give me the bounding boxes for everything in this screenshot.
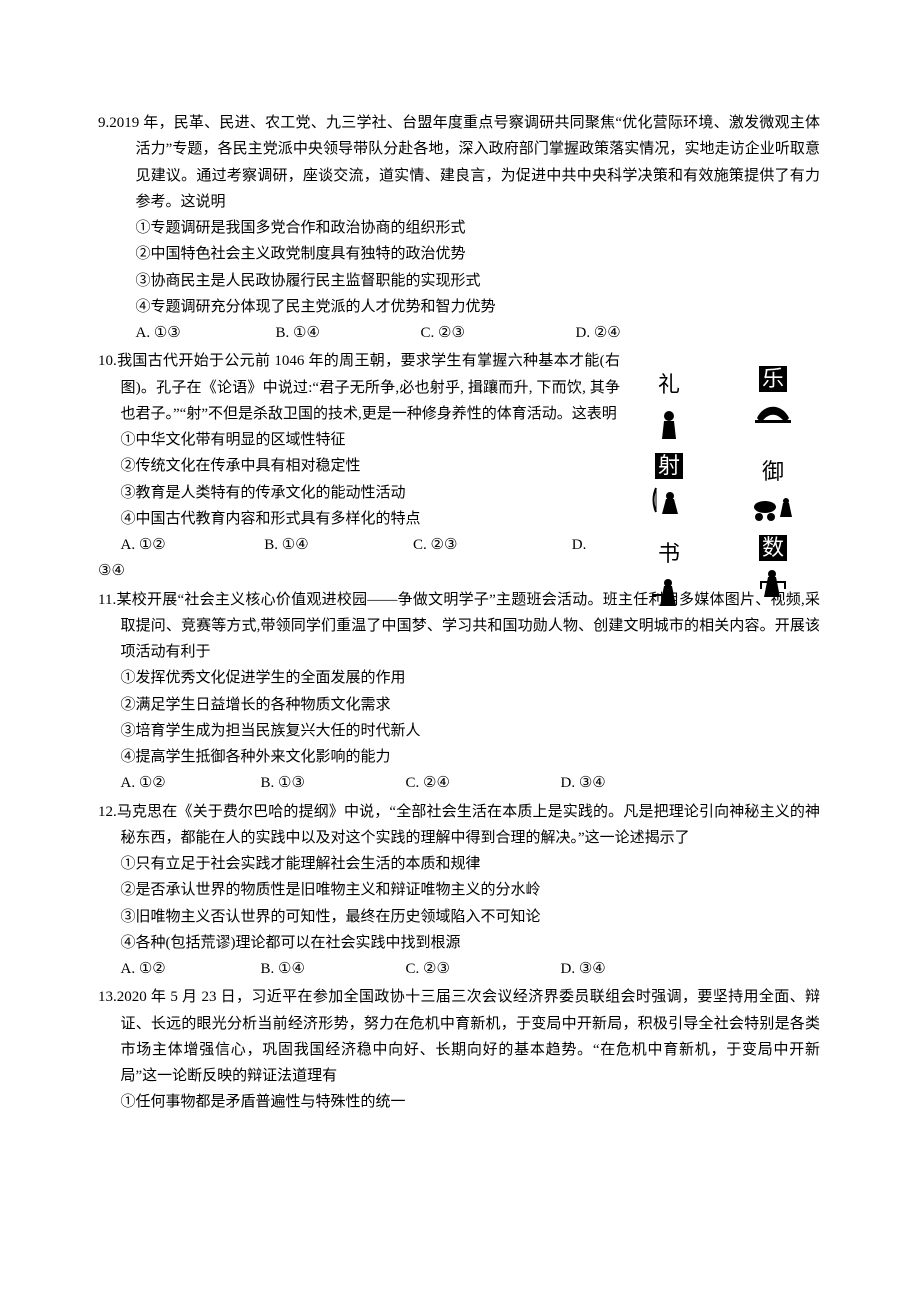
statement-3: ③教育是人类特有的传承文化的能动性活动 (98, 480, 620, 506)
figure-label: 礼 (639, 366, 699, 405)
statement-1: ①专题调研是我国多党合作和政治协商的组织形式 (98, 215, 820, 241)
option-d: D. ③④ (561, 956, 606, 982)
figure-icon (752, 398, 794, 428)
question-12: 12.马克思在《关于费尔巴哈的提纲》中说，“全部社会生活在本质上是实践的。凡是把… (98, 799, 820, 983)
option-b: B. ①④ (276, 320, 421, 346)
question-number: 13. (98, 989, 117, 1005)
question-10: 10.我国古代开始于公元前 1046 年的周王朝，要求学生有掌握六种基本才能(右… (98, 348, 820, 584)
statement-2: ②是否承认世界的物质性是旧唯物主义和辩证唯物主义的分水岭 (98, 877, 820, 903)
figure-cell-li: 礼 (639, 366, 699, 445)
option-c: C. ②③ (421, 320, 576, 346)
figure-cell-yue: 乐 (743, 366, 803, 429)
question-stem: 9.2019 年，民革、民进、农工党、九三学社、台盟年度重点号察调研共同聚焦“优… (98, 110, 820, 215)
statement-2: ②传统文化在传承中具有相对稳定性 (98, 453, 620, 479)
options-row: A. ①② B. ①③ C. ②④ D. ③④ (98, 770, 820, 796)
option-d: D. ②④ (576, 320, 621, 346)
figure-cell-shu2: 数 (743, 535, 803, 602)
figure-label: 御 (743, 453, 803, 492)
option-a: A. ①③ (136, 320, 276, 346)
statement-1: ①只有立足于社会实践才能理解社会生活的本质和规律 (98, 851, 820, 877)
option-d: D. (572, 537, 587, 553)
six-arts-figure: 礼 乐 射 御 书 数 (617, 366, 825, 620)
stem-text: 马克思在《关于费尔巴哈的提纲》中说，“全部社会生活在本质上是实践的。凡是把理论引… (117, 804, 820, 846)
options-row: A. ①② B. ①④ C. ②③ D. (98, 532, 620, 558)
option-a: A. ①② (121, 770, 261, 796)
figure-icon (750, 493, 796, 525)
statement-2: ②中国特色社会主义政党制度具有独特的政治优势 (98, 241, 820, 267)
option-b: B. ①③ (261, 770, 406, 796)
options-row: A. ①② B. ①④ C. ②③ D. ③④ (98, 956, 820, 982)
option-c: C. ②④ (406, 770, 561, 796)
figure-cell-shu: 书 (639, 535, 699, 612)
stem-text: 2019 年，民革、民进、农工党、九三学社、台盟年度重点号察调研共同聚焦“优化营… (109, 115, 820, 210)
statement-4: ④专题调研充分体现了民主党派的人才优势和智力优势 (98, 294, 820, 320)
figure-icon (654, 407, 684, 443)
question-stem: 13.2020 年 5 月 23 日，习近平在参加全国政协十三届三次会议经济界委… (98, 984, 820, 1089)
figure-label: 射 (655, 453, 683, 479)
statement-3: ③培育学生成为担当民族复兴大任的时代新人 (98, 718, 820, 744)
statement-4: ④各种(包括荒谬)理论都可以在社会实践中找到根源 (98, 930, 820, 956)
option-a: A. ①② (121, 956, 261, 982)
option-b: B. ①④ (261, 956, 406, 982)
figure-label: 书 (639, 535, 699, 574)
figure-icon (650, 576, 688, 610)
statement-3: ③旧唯物主义否认世界的可知性，最终在历史领域陷入不可知论 (98, 904, 820, 930)
option-b: B. ①④ (264, 532, 409, 558)
option-c: C. ②③ (406, 956, 561, 982)
statement-3: ③协商民主是人民政协履行民主监督职能的实现形式 (98, 268, 820, 294)
option-c: C. ②③ (413, 532, 568, 558)
statement-4: ④提高学生抵御各种外来文化影响的能力 (98, 744, 820, 770)
options-row: A. ①③ B. ①④ C. ②③ D. ②④ (98, 320, 820, 346)
question-number: 9. (98, 115, 109, 131)
question-number: 12. (98, 804, 117, 820)
figure-icon (648, 484, 690, 516)
stem-text: 2020 年 5 月 23 日，习近平在参加全国政协十三届三次会议经济界委员联组… (117, 989, 820, 1084)
figure-cell-yu: 御 (743, 453, 803, 528)
stem-text: 我国古代开始于公元前 1046 年的周王朝，要求学生有掌握六种基本才能(右图)。… (117, 353, 620, 422)
statement-4: ④中国古代教育内容和形式具有多样化的特点 (98, 506, 620, 532)
statement-2: ②满足学生日益增长的各种物质文化需求 (98, 692, 820, 718)
figure-label: 数 (759, 535, 787, 561)
statement-1: ①发挥优秀文化促进学生的全面发展的作用 (98, 665, 820, 691)
option-a: A. ①② (121, 532, 261, 558)
question-stem: 10.我国古代开始于公元前 1046 年的周王朝，要求学生有掌握六种基本才能(右… (98, 348, 620, 427)
figure-icon (754, 567, 792, 601)
question-number: 11. (98, 592, 116, 608)
question-13: 13.2020 年 5 月 23 日，习近平在参加全国政协十三届三次会议经济界委… (98, 984, 820, 1115)
question-9: 9.2019 年，民革、民进、农工党、九三学社、台盟年度重点号察调研共同聚焦“优… (98, 110, 820, 346)
question-stem: 12.马克思在《关于费尔巴哈的提纲》中说，“全部社会生活在本质上是实践的。凡是把… (98, 799, 820, 852)
option-d: D. ③④ (561, 770, 606, 796)
statement-1: ①任何事物都是矛盾普遍性与特殊性的统一 (98, 1089, 820, 1115)
statement-1: ①中华文化带有明显的区域性特征 (98, 427, 620, 453)
question-number: 10. (98, 353, 117, 369)
figure-label: 乐 (759, 366, 787, 392)
figure-cell-she: 射 (639, 453, 699, 518)
